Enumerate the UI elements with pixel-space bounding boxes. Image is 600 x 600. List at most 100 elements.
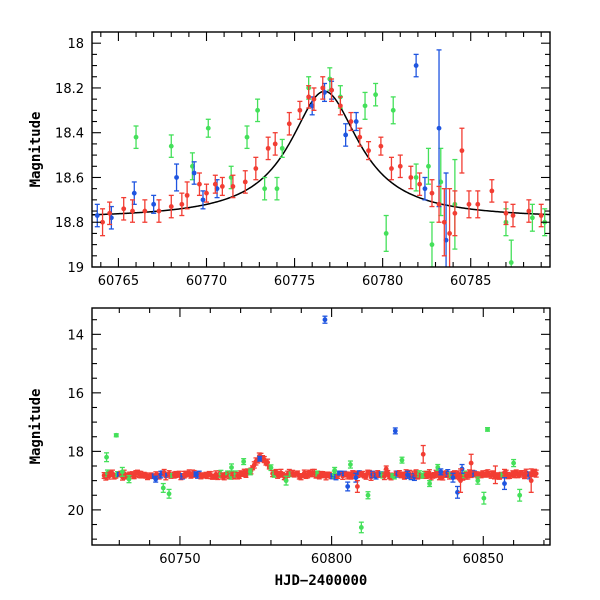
data-point bbox=[219, 184, 225, 189]
data-point bbox=[184, 192, 190, 198]
y-tick-label: 18.2 bbox=[55, 82, 84, 97]
y-tick-label: 18 bbox=[67, 37, 84, 52]
red-data-point bbox=[528, 468, 534, 493]
red-data-point bbox=[337, 96, 343, 116]
data-point bbox=[268, 465, 274, 471]
data-point bbox=[365, 492, 371, 498]
y-tick-label: 18 bbox=[67, 445, 84, 460]
red-data-point bbox=[408, 165, 414, 190]
red-data-point bbox=[230, 174, 236, 199]
data-point bbox=[156, 208, 162, 214]
green-data-point bbox=[262, 176, 268, 201]
data-point bbox=[538, 213, 544, 218]
data-point bbox=[508, 260, 514, 265]
red-data-point bbox=[452, 190, 458, 237]
data-point bbox=[311, 96, 317, 102]
data-point bbox=[205, 125, 211, 131]
data-point bbox=[283, 478, 289, 484]
data-point bbox=[528, 478, 534, 484]
data-point bbox=[362, 103, 368, 109]
red-data-point bbox=[196, 172, 202, 197]
axis-frame bbox=[91, 307, 551, 546]
data-point bbox=[168, 204, 174, 209]
red-data-point bbox=[397, 154, 403, 179]
green-data-point bbox=[241, 458, 247, 466]
green-data-point bbox=[283, 475, 289, 486]
blue-data-point bbox=[322, 315, 328, 324]
red-data-point bbox=[130, 199, 136, 223]
green-data-point bbox=[517, 488, 523, 502]
green-data-point bbox=[413, 163, 419, 192]
data-point bbox=[242, 179, 248, 185]
green-data-point bbox=[365, 491, 371, 500]
green-data-point bbox=[511, 458, 517, 468]
red-data-point bbox=[357, 127, 363, 147]
data-point bbox=[121, 206, 127, 212]
data-point bbox=[390, 107, 396, 113]
blue-data-point bbox=[257, 455, 263, 462]
data-point bbox=[179, 201, 185, 207]
green-data-point bbox=[508, 239, 514, 267]
red-data-point bbox=[100, 208, 106, 237]
data-point bbox=[441, 219, 447, 225]
data-point bbox=[279, 145, 285, 151]
data-point bbox=[447, 231, 452, 236]
x-tick-label: 60775 bbox=[274, 274, 315, 289]
green-data-point bbox=[205, 118, 211, 138]
red-data-point bbox=[378, 136, 384, 156]
data-point bbox=[212, 181, 218, 187]
data-point bbox=[229, 465, 234, 470]
green-data-point bbox=[247, 468, 253, 476]
data-point bbox=[200, 197, 206, 203]
green-data-point bbox=[475, 476, 481, 485]
green-data-point bbox=[373, 82, 379, 107]
green-data-point bbox=[332, 466, 338, 474]
data-point bbox=[502, 481, 507, 486]
data-point bbox=[241, 459, 247, 465]
green-data-point bbox=[166, 488, 172, 499]
data-point bbox=[399, 457, 405, 463]
green-data-point bbox=[255, 98, 261, 123]
data-point bbox=[166, 491, 172, 497]
data-point bbox=[348, 462, 353, 467]
green-data-point bbox=[119, 466, 125, 477]
data-point bbox=[247, 469, 253, 475]
red-data-point bbox=[306, 85, 312, 109]
data-point bbox=[408, 175, 414, 180]
x-tick-label: 60780 bbox=[362, 274, 403, 289]
data-point bbox=[168, 143, 174, 149]
data-point bbox=[489, 188, 495, 194]
red-data-point bbox=[354, 479, 360, 493]
data-point bbox=[104, 454, 109, 460]
green-data-point bbox=[362, 91, 368, 120]
data-point bbox=[265, 460, 271, 465]
red-data-point bbox=[107, 201, 113, 226]
data-point bbox=[354, 484, 360, 489]
blue-data-point bbox=[404, 470, 410, 479]
red-data-point bbox=[311, 87, 317, 111]
red-data-point bbox=[510, 203, 516, 228]
green-data-point bbox=[425, 147, 431, 185]
red-data-point bbox=[212, 174, 218, 194]
data-point bbox=[436, 125, 442, 131]
axis-frame bbox=[91, 31, 551, 268]
y-tick-label: 18.6 bbox=[55, 171, 84, 186]
data-point bbox=[345, 484, 351, 489]
data-point bbox=[511, 460, 517, 466]
data-point bbox=[332, 467, 338, 473]
red-data-point bbox=[383, 465, 389, 473]
data-point bbox=[262, 186, 268, 192]
green-data-point bbox=[133, 125, 139, 150]
data-point bbox=[244, 134, 250, 140]
data-point bbox=[450, 475, 456, 481]
data-point bbox=[160, 485, 166, 491]
data-point bbox=[357, 134, 363, 140]
blue-data-point bbox=[454, 485, 460, 499]
data-point bbox=[329, 87, 334, 93]
blue-data-point bbox=[153, 475, 159, 483]
red-data-point bbox=[272, 132, 278, 156]
red-data-point bbox=[447, 188, 453, 267]
data-point bbox=[322, 317, 328, 323]
data-point bbox=[383, 466, 389, 472]
data-point bbox=[438, 469, 444, 475]
